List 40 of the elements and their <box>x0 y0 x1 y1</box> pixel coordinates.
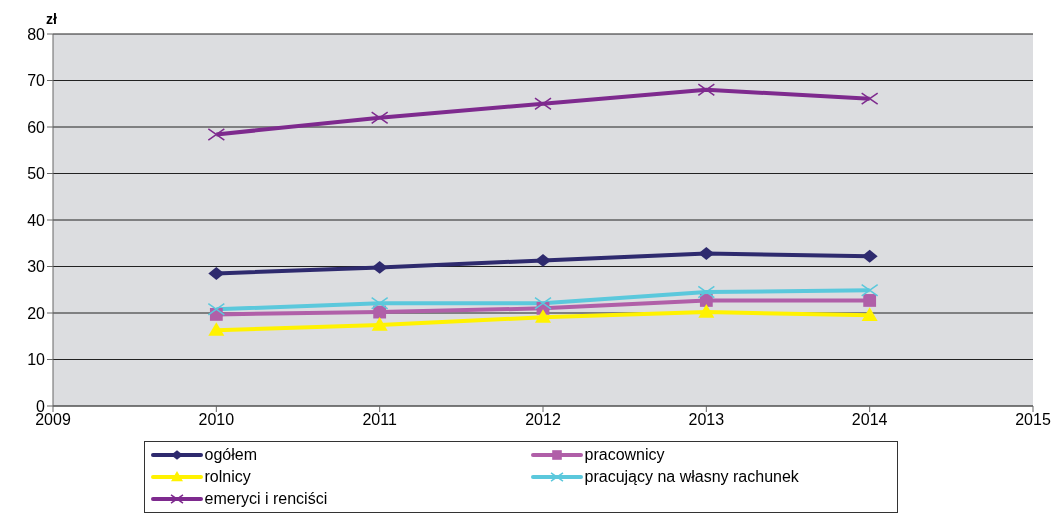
y-tick-label: 70 <box>27 72 46 90</box>
x-tick-label: 2015 <box>1015 411 1051 429</box>
x-tick-label: 2011 <box>362 411 397 429</box>
point <box>534 296 552 310</box>
x-tick-label: 2014 <box>851 411 888 429</box>
y-tick-label: 40 <box>27 211 46 229</box>
point <box>698 247 715 260</box>
point <box>535 309 551 323</box>
point <box>370 296 389 310</box>
point <box>535 254 551 267</box>
y-tick-label: 60 <box>27 118 46 136</box>
point <box>208 322 225 336</box>
x-tick-label: 2013 <box>688 411 725 429</box>
y-tick-label: 50 <box>27 165 46 183</box>
x-tick-label: 2012 <box>525 411 561 429</box>
point <box>208 267 225 280</box>
y-tick-label: 20 <box>27 304 46 322</box>
point <box>207 302 226 316</box>
x-tick-label: 2009 <box>35 411 71 429</box>
legend-label: rolnicy <box>204 468 251 486</box>
point <box>863 294 877 307</box>
x-tick-label: 2010 <box>198 411 235 429</box>
legend-label: ogółem <box>204 446 257 464</box>
point <box>698 304 715 318</box>
point <box>697 83 716 97</box>
legend-label: pracujący na własny rachunek <box>584 468 799 486</box>
point <box>861 249 878 263</box>
point <box>860 283 879 297</box>
point <box>371 317 388 331</box>
point <box>697 285 716 299</box>
point <box>371 261 388 274</box>
point <box>534 97 552 111</box>
y-tick-label: 10 <box>27 351 46 369</box>
legend-label: emeryci i renciści <box>204 490 328 508</box>
legend-label: pracownicy <box>584 446 665 464</box>
y-axis-title: zł <box>46 11 57 27</box>
y-tick-label: 30 <box>27 258 46 276</box>
point <box>370 111 389 125</box>
y-tick-label: 80 <box>27 25 46 43</box>
point <box>861 307 878 321</box>
